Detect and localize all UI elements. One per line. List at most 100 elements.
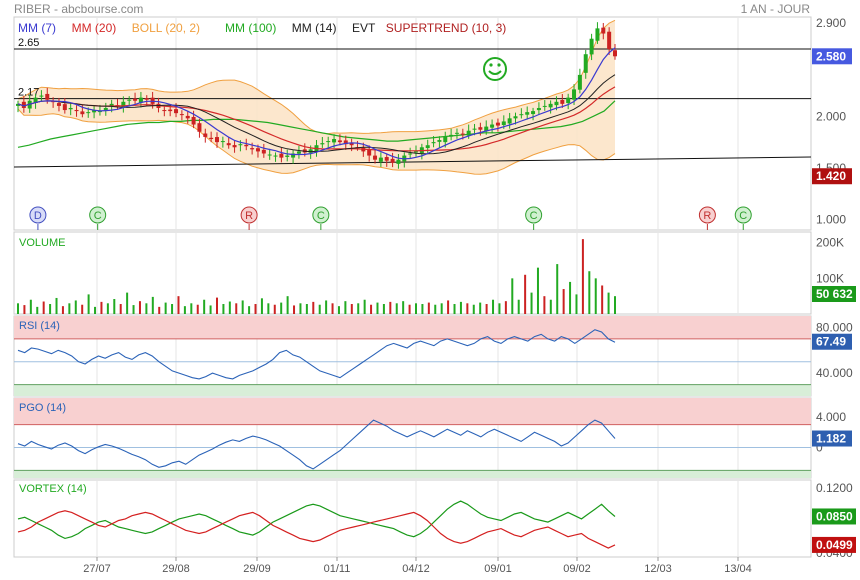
- volume-axis: 200K 100K 50 632: [812, 236, 856, 302]
- legend-item: MM (14): [292, 21, 337, 35]
- period-label[interactable]: 1 AN - JOUR: [741, 2, 811, 16]
- candle-body: [261, 149, 266, 154]
- hline-label: 2.17: [18, 87, 39, 99]
- volume-bar: [601, 285, 604, 314]
- candle-body: [56, 103, 61, 106]
- x-tick-label: 29/09: [243, 563, 271, 575]
- volume-bar: [23, 305, 26, 314]
- volume-bar: [569, 281, 572, 314]
- volume-bar: [164, 302, 167, 314]
- legend-item: MM (100): [225, 21, 276, 35]
- volume-bar: [325, 300, 328, 314]
- candle-body: [326, 141, 331, 143]
- price-tick-label: 2.900: [816, 16, 846, 30]
- candle-body: [536, 107, 541, 111]
- volume-bar: [614, 296, 616, 314]
- event-letter: C: [530, 210, 538, 222]
- candle-body: [332, 139, 337, 143]
- volume-bar: [138, 301, 141, 314]
- event-marker[interactable]: [240, 206, 258, 224]
- mm20-line: [17, 86, 616, 152]
- volume-bar: [81, 304, 84, 314]
- volume-bar: [382, 304, 385, 314]
- event-marker[interactable]: [698, 206, 716, 224]
- supertrend-value: 1.420: [816, 169, 846, 183]
- volume-bar: [485, 304, 488, 314]
- volume-bar: [74, 300, 77, 314]
- event-marker[interactable]: [312, 206, 330, 224]
- x-tick-label: 09/01: [484, 563, 512, 575]
- volume-bar: [549, 299, 552, 314]
- candle-body: [595, 28, 600, 41]
- volume-bar: [440, 303, 443, 314]
- volume-bar: [106, 303, 109, 314]
- volume-bar: [87, 294, 90, 314]
- pgo-axis: 4.000 01.182: [812, 410, 852, 455]
- volume-bar: [594, 278, 597, 314]
- candle-body: [443, 136, 448, 143]
- overbought-zone: [14, 398, 811, 425]
- x-axis: 27/07 29/08 29/09 01/11 04/12 09/01 09/02 12/03…: [83, 557, 752, 575]
- volume-bar: [286, 296, 289, 314]
- vortex-minus-value: 0.0499: [816, 538, 853, 552]
- volume-bar: [235, 303, 238, 314]
- candle-body: [513, 116, 518, 119]
- volume-bar: [588, 271, 591, 314]
- price-plot: 2.65 2.17: [13, 19, 812, 175]
- legend-item: BOLL (20, 2): [132, 21, 200, 35]
- volume-bar: [151, 296, 154, 314]
- pgo-label: PGO (14): [19, 402, 66, 414]
- candle-body: [613, 50, 617, 57]
- x-tick-label: 12/03: [644, 563, 672, 575]
- candle-body: [97, 111, 102, 113]
- volume-bar: [260, 298, 263, 314]
- candle-body: [133, 98, 138, 101]
- event-marker[interactable]: [525, 206, 543, 224]
- volume-bar: [543, 296, 546, 314]
- candle-body: [80, 111, 85, 115]
- candle-body: [33, 97, 38, 103]
- volume-bar: [267, 303, 270, 314]
- volume-bar: [447, 300, 450, 314]
- legend-item: SUPERTREND (10, 3): [386, 21, 506, 35]
- candles: [16, 22, 617, 169]
- candle-body: [490, 124, 495, 128]
- candle-body: [232, 145, 237, 148]
- rsi-line: [17, 329, 616, 380]
- candle-body: [279, 153, 284, 158]
- pgo-plot: [14, 398, 811, 478]
- candle-body: [220, 141, 225, 143]
- volume-bar: [511, 278, 514, 314]
- volume-bar: [536, 267, 539, 314]
- candle-body: [425, 145, 430, 149]
- volume-bar: [331, 303, 334, 314]
- volume-bar: [273, 304, 276, 314]
- volume-bar: [524, 274, 527, 314]
- volume-bar: [472, 304, 475, 314]
- volume-bar: [29, 299, 32, 314]
- volume-bar: [530, 292, 533, 314]
- event-marker[interactable]: [734, 206, 752, 224]
- candle-body: [349, 143, 354, 146]
- candle-body: [255, 148, 260, 152]
- candle-body: [472, 128, 477, 130]
- candle-body: [478, 127, 483, 130]
- candle-body: [343, 140, 348, 145]
- last-price-badge: [812, 48, 852, 65]
- candle-body: [127, 99, 132, 101]
- event-marker[interactable]: [29, 206, 47, 224]
- volume-bar: [158, 306, 161, 314]
- volume-bar: [318, 304, 321, 314]
- last-price-value: 2.580: [816, 49, 846, 63]
- event-marker[interactable]: [89, 206, 107, 224]
- volume-bars: [17, 239, 616, 314]
- vortex-minus-badge: [812, 536, 856, 553]
- candle-body: [454, 132, 459, 134]
- candle-body: [607, 31, 612, 50]
- candle-body: [601, 27, 606, 34]
- volume-bar: [363, 299, 366, 314]
- candle-body: [577, 74, 582, 90]
- pgo-tick-label: 0: [816, 441, 823, 455]
- candle-body: [378, 157, 383, 162]
